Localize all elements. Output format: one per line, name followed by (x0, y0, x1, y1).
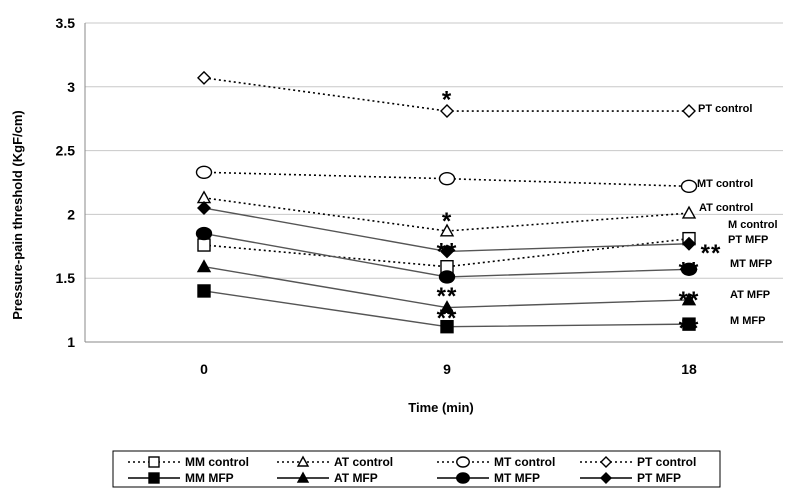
data-point-marker (149, 457, 159, 467)
y-axis-title: Pressure-pain threshold (KgF/cm) (10, 110, 25, 319)
data-point-marker (682, 180, 697, 192)
significance-mark: ** (701, 240, 722, 267)
legend-label: AT control (334, 455, 393, 469)
data-point-marker (683, 105, 695, 117)
data-point-marker (198, 239, 210, 251)
series-end-label: AT MFP (730, 289, 770, 301)
data-point-marker (197, 166, 212, 178)
series-end-label: AT control (699, 202, 753, 214)
y-tick-labels: 1 1.5 2 2.5 3 3.5 (56, 15, 76, 350)
legend-label: PT control (637, 455, 696, 469)
data-point-marker (457, 473, 470, 483)
y-tick-label: 3 (67, 79, 75, 95)
significance-mark: ** (679, 315, 700, 342)
legend-label: MT MFP (494, 471, 540, 485)
significance-mark: ** (437, 239, 458, 266)
data-point-marker (457, 457, 470, 467)
x-tick-label: 18 (681, 361, 697, 377)
legend-label: MM control (185, 455, 249, 469)
data-point-marker (149, 473, 159, 483)
series-end-label: MT control (697, 178, 753, 190)
data-point-marker (198, 72, 210, 84)
x-tick-label: 0 (200, 361, 208, 377)
y-tick-label: 3.5 (56, 15, 76, 31)
significance-mark: ** (679, 287, 700, 314)
data-point-marker (198, 285, 210, 297)
significance-mark: ** (437, 305, 458, 332)
y-tick-label: 1 (67, 334, 75, 350)
x-tick-label: 9 (443, 361, 451, 377)
series-end-label: M MFP (730, 315, 765, 327)
series-end-label: PT control (698, 103, 752, 115)
data-point-marker (440, 271, 455, 283)
y-tick-label: 2.5 (56, 143, 76, 159)
data-point-marker (197, 228, 212, 240)
data-point-marker (683, 207, 695, 218)
legend-label: PT MFP (637, 471, 681, 485)
significance-mark: ** (679, 258, 700, 285)
y-tick-label: 2 (67, 206, 75, 222)
legend-label: AT MFP (334, 471, 378, 485)
series-end-label: MT MFP (730, 258, 772, 270)
data-point-marker (440, 173, 455, 185)
x-axis-title: Time (min) (408, 400, 474, 415)
y-tick-label: 1.5 (56, 270, 76, 286)
legend: MM control MM MFP AT control AT MFP MT contr… (113, 451, 720, 487)
data-point-marker (198, 261, 210, 272)
series-end-label: M control (728, 219, 778, 231)
significance-mark: * (442, 87, 452, 114)
significance-mark: * (442, 208, 452, 235)
data-point-marker (198, 202, 210, 214)
x-tick-labels: 0 9 18 (200, 361, 697, 377)
series-mt-control (197, 166, 697, 192)
series-end-labels: M control M MFP AT control AT MFP MT control… (697, 103, 778, 327)
series-end-label: PT MFP (728, 234, 768, 246)
data-point-marker (198, 192, 210, 203)
legend-label: MT control (494, 455, 555, 469)
legend-label: MM MFP (185, 471, 234, 485)
